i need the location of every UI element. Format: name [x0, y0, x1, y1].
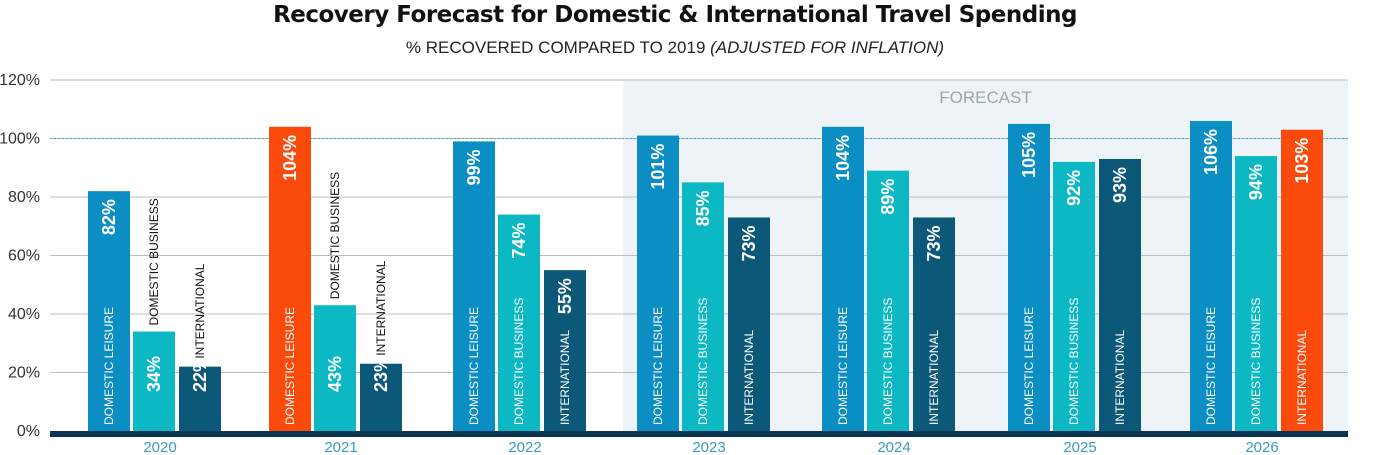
value-label: 104%: [833, 135, 853, 181]
value-label: 93%: [1110, 167, 1130, 203]
y-tick-label: 40%: [8, 306, 40, 323]
bar: [1099, 158, 1141, 431]
x-tick-label: 2025: [1063, 439, 1096, 455]
series-name-label: INTERNATIONAL: [558, 330, 572, 425]
series-name-label: DOMESTIC BUSINESS: [1249, 298, 1263, 425]
series-name-label: INTERNATIONAL: [927, 330, 941, 425]
forecast-label: FORECAST: [939, 88, 1032, 107]
series-name-label: DOMESTIC LEISURE: [102, 307, 116, 425]
y-tick-label: 100%: [0, 131, 40, 148]
value-label: 73%: [739, 225, 759, 261]
bar: [314, 305, 356, 431]
bar: [1008, 123, 1050, 431]
value-label: 92%: [1064, 170, 1084, 206]
bar: [498, 214, 540, 431]
series-name-label: DOMESTIC BUSINESS: [512, 298, 526, 425]
subtitle-note: (ADJUSTED FOR INFLATION): [710, 38, 945, 57]
value-label: 74%: [509, 223, 529, 259]
bar: [360, 363, 402, 431]
bar: [1281, 129, 1323, 431]
series-name-label: DOMESTIC LEISURE: [467, 307, 481, 425]
bar: [1190, 120, 1232, 431]
x-tick-label: 2022: [508, 439, 541, 455]
x-tick-label: 2021: [324, 439, 357, 455]
series-name-label: DOMESTIC BUSINESS: [696, 298, 710, 425]
series-name-label: DOMESTIC BUSINESS: [1067, 298, 1081, 425]
x-axis-baseline: [50, 431, 1348, 437]
bar: [453, 141, 495, 432]
x-tick-label: 2026: [1245, 439, 1278, 455]
chart-title: Recovery Forecast for Domestic & Interna…: [273, 2, 1077, 28]
bar: [88, 191, 130, 431]
series-name-label: INTERNATIONAL: [374, 260, 388, 355]
series-name-label: DOMESTIC BUSINESS: [328, 172, 342, 299]
series-name-label: DOMESTIC LEISURE: [836, 307, 850, 425]
series-name-label: DOMESTIC LEISURE: [1022, 307, 1036, 425]
x-tick-label: 2020: [143, 439, 176, 455]
bar: [682, 182, 724, 431]
y-tick-label: 0%: [17, 423, 40, 440]
value-label: 34%: [144, 356, 164, 392]
value-label: 73%: [924, 225, 944, 261]
y-tick-label: 80%: [8, 189, 40, 206]
chart-subtitle: % RECOVERED COMPARED TO 2019 (ADJUSTED F…: [0, 38, 1350, 58]
series-name-label: DOMESTIC BUSINESS: [881, 298, 895, 425]
value-label: 43%: [325, 356, 345, 392]
value-label: 105%: [1019, 132, 1039, 178]
value-label: 104%: [280, 135, 300, 181]
value-label: 22%: [190, 356, 210, 392]
value-label: 55%: [555, 278, 575, 314]
series-name-label: DOMESTIC BUSINESS: [147, 198, 161, 325]
bar: [269, 126, 311, 432]
y-tick-label: 20%: [8, 365, 40, 382]
value-label: 94%: [1246, 164, 1266, 200]
series-name-label: DOMESTIC LEISURE: [651, 307, 665, 425]
value-label: 103%: [1292, 138, 1312, 184]
value-label: 106%: [1201, 129, 1221, 175]
y-tick-label: 60%: [8, 248, 40, 265]
value-label: 99%: [464, 149, 484, 185]
bar: [637, 135, 679, 431]
value-label: 85%: [693, 190, 713, 226]
series-name-label: DOMESTIC LEISURE: [1204, 307, 1218, 425]
series-name-label: DOMESTIC LEISURE: [283, 307, 297, 425]
bar: [133, 331, 175, 431]
value-label: 82%: [99, 199, 119, 235]
bar: [867, 170, 909, 432]
bar: [728, 217, 770, 431]
bar: [1235, 156, 1277, 432]
series-name-label: INTERNATIONAL: [1295, 330, 1309, 425]
bar: [544, 270, 586, 431]
y-tick-label: 120%: [0, 72, 40, 89]
series-name-label: INTERNATIONAL: [1113, 330, 1127, 425]
value-label: 23%: [371, 356, 391, 392]
x-tick-label: 2024: [877, 439, 910, 455]
bar: [1053, 161, 1095, 431]
series-name-label: INTERNATIONAL: [193, 263, 207, 358]
value-label: 101%: [648, 144, 668, 190]
series-name-label: INTERNATIONAL: [742, 330, 756, 425]
bar: [913, 217, 955, 431]
x-tick-label: 2023: [692, 439, 725, 455]
value-label: 89%: [878, 179, 898, 215]
subtitle-main: % RECOVERED COMPARED TO 2019: [405, 38, 706, 57]
bar: [822, 126, 864, 432]
bar: [179, 366, 221, 431]
